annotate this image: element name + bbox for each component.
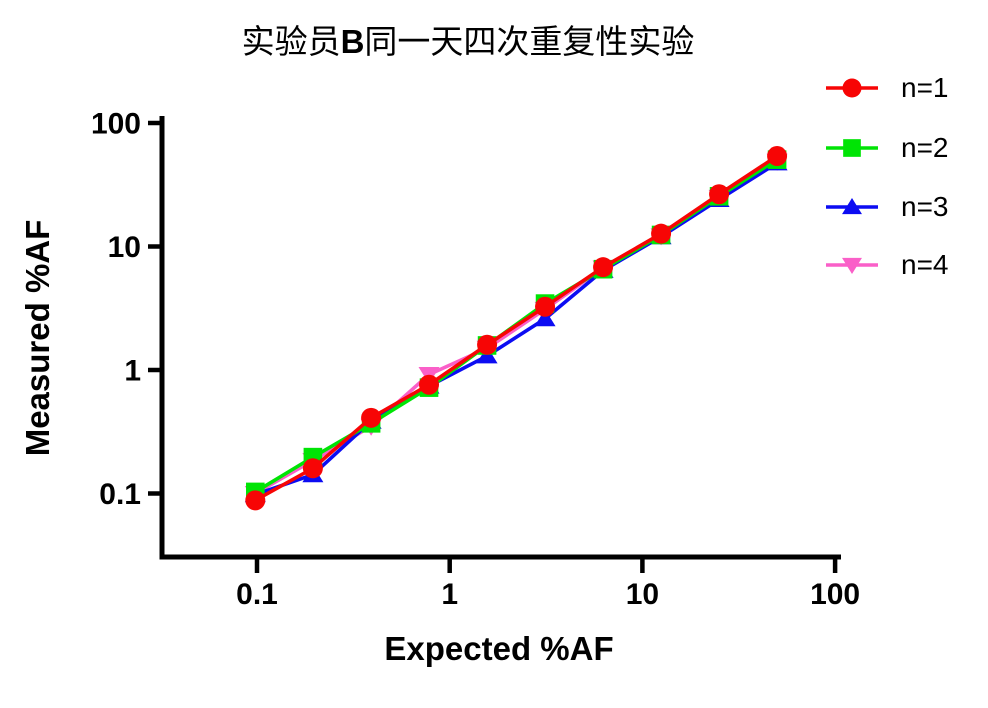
legend-label: n=4 (901, 249, 949, 280)
legend-item-n=3: n=3 (824, 191, 949, 223)
y-tick-label: 100 (91, 108, 141, 141)
y-axis-title: Measured %AF (19, 219, 56, 457)
legend-marker-square-icon (826, 139, 878, 157)
x-tick-label: 0.1 (236, 578, 278, 611)
data-point-n=1 (245, 490, 266, 511)
data-point-n=1 (709, 184, 730, 205)
x-tick-label: 10 (626, 578, 659, 611)
legend-symbol-n=2 (843, 139, 861, 157)
legend-item-n=2: n=2 (824, 132, 949, 164)
data-point-n=1 (767, 146, 788, 167)
legend-symbol-n=3 (842, 197, 862, 215)
legend-marker-triangle-up-icon (826, 197, 878, 215)
legend-symbol-n=4 (842, 257, 862, 275)
legend-label: n=3 (901, 191, 949, 222)
x-axis-title: Expected %AF (384, 630, 614, 667)
data-point-n=1 (651, 223, 672, 244)
legend-symbol-n=1 (842, 78, 862, 98)
x-tick-label: 100 (810, 578, 860, 611)
data-point-n=1 (361, 407, 382, 428)
legend-item-n=1: n=1 (824, 72, 949, 104)
data-point-n=3 (476, 346, 498, 364)
legend-label: n=1 (901, 72, 949, 103)
legend-marker-circle-icon (826, 78, 878, 98)
data-point-n=1 (302, 458, 323, 479)
series-line-n=3 (254, 161, 779, 497)
legend-item-n=4: n=4 (824, 249, 949, 281)
legend-label: n=2 (901, 132, 949, 163)
data-point-n=1 (419, 374, 440, 395)
data-point-n=1 (535, 296, 556, 317)
chart-title-prefix: 实验员 (241, 25, 341, 61)
y-tick-label: 0.1 (99, 478, 141, 511)
chart-title-bold-b: B (340, 23, 365, 60)
x-tick-label: 1 (441, 578, 458, 611)
chart-title: 实验员B同一天四次重复性实验 (0, 22, 936, 63)
data-point-n=1 (477, 334, 498, 355)
data-point-n=3 (534, 309, 556, 327)
series-line-n=1 (254, 154, 779, 502)
legend-marker-triangle-down-icon (826, 257, 878, 275)
data-point-n=1 (593, 257, 614, 278)
y-tick-label: 10 (108, 231, 141, 264)
chart-title-suffix: 同一天四次重复性实验 (364, 25, 695, 61)
y-tick-label: 1 (124, 355, 141, 388)
